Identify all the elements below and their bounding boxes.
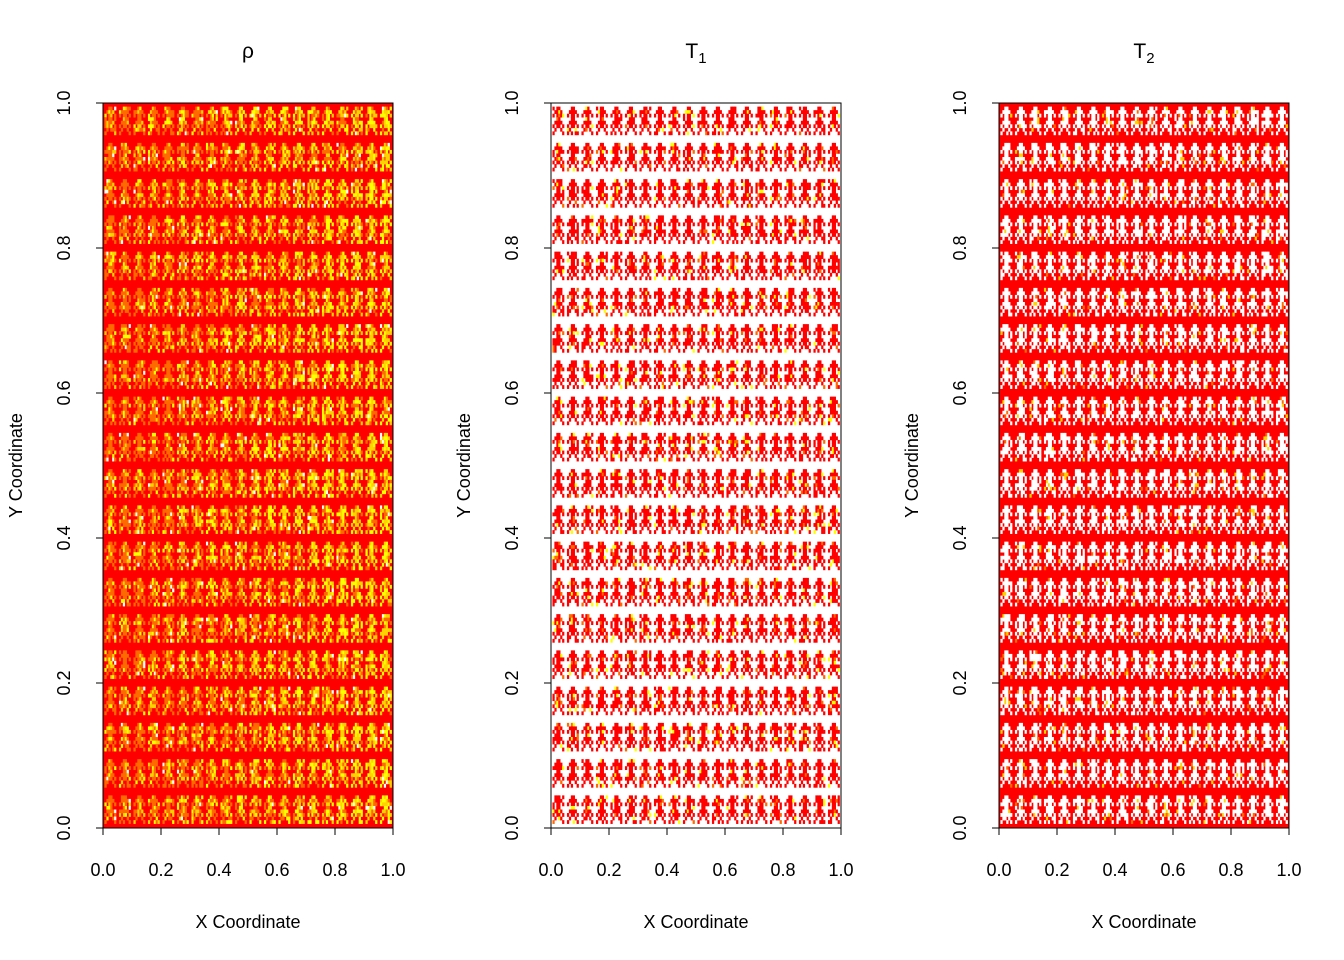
x-axis: 0.0 0.2 0.4 0.6 0.8 1.0 bbox=[90, 827, 406, 880]
heatmap-cells bbox=[552, 106, 840, 824]
x-tick-label: 0.4 bbox=[1102, 860, 1127, 880]
y-tick-label: 0.6 bbox=[950, 380, 970, 405]
y-tick-label: 0.6 bbox=[502, 380, 522, 405]
y-tick-label: 1.0 bbox=[54, 90, 74, 115]
x-tick-label: 0.4 bbox=[206, 860, 231, 880]
x-axis-label: X Coordinate bbox=[1091, 912, 1196, 932]
y-tick-label: 0.2 bbox=[54, 670, 74, 695]
y-tick-label: 0.0 bbox=[54, 815, 74, 840]
y-tick-label: 0.2 bbox=[950, 670, 970, 695]
y-axis: 0.0 0.2 0.4 0.6 0.8 1.0 bbox=[54, 90, 104, 841]
x-axis-label: X Coordinate bbox=[643, 912, 748, 932]
x-tick-label: 0.0 bbox=[986, 860, 1011, 880]
y-tick-label: 0.8 bbox=[502, 235, 522, 260]
y-axis-label: Y Coordinate bbox=[6, 413, 26, 518]
x-tick-label: 1.0 bbox=[380, 860, 405, 880]
y-tick-label: 0.2 bbox=[502, 670, 522, 695]
chart-title: ρ bbox=[242, 40, 254, 63]
x-tick-label: 0.8 bbox=[1218, 860, 1243, 880]
x-tick-label: 0.2 bbox=[1044, 860, 1069, 880]
chart-title-main: T bbox=[1133, 40, 1146, 63]
x-tick-label: 0.6 bbox=[712, 860, 737, 880]
x-tick-label: 0.6 bbox=[1160, 860, 1185, 880]
x-tick-label: 0.0 bbox=[90, 860, 115, 880]
y-axis: 0.0 0.2 0.4 0.6 0.8 1.0 bbox=[502, 90, 552, 841]
panel-t1: 0.0 0.2 0.4 0.6 0.8 1.0 0.0 0.2 0.4 0.6 0.8 1.0 X Co… bbox=[454, 40, 854, 932]
x-tick-label: 1.0 bbox=[828, 860, 853, 880]
y-tick-label: 0.4 bbox=[502, 525, 522, 550]
y-tick-label: 0.6 bbox=[54, 380, 74, 405]
y-tick-label: 0.4 bbox=[950, 525, 970, 550]
y-tick-label: 0.8 bbox=[950, 235, 970, 260]
x-axis: 0.0 0.2 0.4 0.6 0.8 1.0 bbox=[538, 827, 854, 880]
x-tick-label: 0.4 bbox=[654, 860, 679, 880]
plot-background bbox=[551, 103, 841, 828]
x-tick-label: 0.2 bbox=[596, 860, 621, 880]
chart-title: T1 bbox=[685, 40, 706, 67]
x-tick-label: 0.2 bbox=[148, 860, 173, 880]
y-tick-label: 0.4 bbox=[54, 525, 74, 550]
plot-background bbox=[999, 103, 1289, 828]
y-axis-label: Y Coordinate bbox=[454, 413, 474, 518]
y-tick-label: 1.0 bbox=[502, 90, 522, 115]
panel-t2: 0.0 0.2 0.4 0.6 0.8 1.0 0.0 0.2 0.4 0.6 0.8 1.0 X Co… bbox=[902, 40, 1302, 932]
heatmap-cells bbox=[1000, 106, 1288, 824]
y-tick-label: 0.0 bbox=[950, 815, 970, 840]
y-axis: 0.0 0.2 0.4 0.6 0.8 1.0 bbox=[950, 90, 1000, 841]
x-tick-label: 0.8 bbox=[322, 860, 347, 880]
chart-title-main: ρ bbox=[242, 40, 254, 63]
x-axis-label: X Coordinate bbox=[195, 912, 300, 932]
chart-title: T2 bbox=[1133, 40, 1154, 67]
panel-rho: 0.0 0.2 0.4 0.6 0.8 1.0 0.0 0.2 0.4 0.6 0.8 1.0 X Co… bbox=[6, 40, 406, 932]
x-axis: 0.0 0.2 0.4 0.6 0.8 1.0 bbox=[986, 827, 1302, 880]
x-tick-label: 1.0 bbox=[1276, 860, 1301, 880]
x-tick-label: 0.8 bbox=[770, 860, 795, 880]
chart-title-subscript: 2 bbox=[1146, 50, 1154, 67]
plot-background bbox=[103, 103, 393, 828]
heatmap-cells bbox=[104, 106, 392, 824]
y-tick-label: 1.0 bbox=[950, 90, 970, 115]
y-axis-label: Y Coordinate bbox=[902, 413, 922, 518]
x-tick-label: 0.6 bbox=[264, 860, 289, 880]
x-tick-label: 0.0 bbox=[538, 860, 563, 880]
y-tick-label: 0.0 bbox=[502, 815, 522, 840]
y-tick-label: 0.8 bbox=[54, 235, 74, 260]
chart-title-subscript: 1 bbox=[698, 50, 706, 67]
chart-title-main: T bbox=[685, 40, 698, 63]
